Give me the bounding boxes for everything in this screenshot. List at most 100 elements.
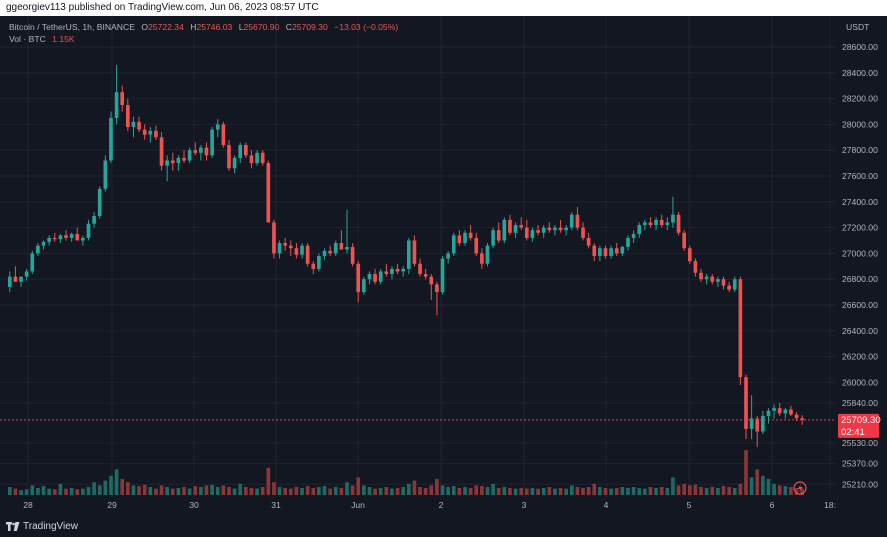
- volume-bar: [643, 488, 647, 495]
- volume-bar: [485, 487, 490, 495]
- candle-body: [564, 227, 568, 231]
- volume-bar: [131, 485, 136, 495]
- volume-bar: [676, 485, 681, 495]
- volume-bar: [547, 487, 552, 495]
- candle-body: [631, 234, 636, 238]
- candle-body: [266, 163, 271, 223]
- price-tick-label: 26600.00: [842, 300, 878, 310]
- volume-bar: [480, 486, 484, 495]
- volume-bar: [333, 487, 338, 495]
- volume-bar: [732, 487, 737, 495]
- volume-bar: [64, 488, 68, 495]
- candle-body: [429, 276, 434, 285]
- candle-body: [277, 243, 282, 254]
- candle-body: [508, 219, 512, 233]
- candle-body: [496, 230, 501, 241]
- volume-bar: [564, 488, 568, 495]
- candle-body: [41, 241, 46, 246]
- volume-bar: [52, 489, 57, 495]
- tradingview-logo-icon: [6, 522, 20, 531]
- volume-bar: [451, 486, 456, 495]
- volume-bar: [165, 487, 169, 495]
- time-tick-label: 6: [770, 500, 775, 510]
- volume-bar: [553, 488, 557, 495]
- candle-body: [384, 271, 389, 275]
- volume-bar: [502, 487, 507, 495]
- volume-bar: [311, 487, 316, 495]
- price-tick-label: 27600.00: [842, 171, 878, 181]
- legend-close: 25709.30: [292, 22, 328, 32]
- candle-body: [446, 253, 450, 259]
- candle-body: [249, 155, 254, 164]
- volume-bar: [322, 486, 327, 495]
- candle-body: [716, 279, 720, 282]
- time-axis[interactable]: 28 29 30 31 Jun 2 3 4 5 6 18:: [23, 500, 836, 510]
- volume-bar: [7, 487, 12, 495]
- candle-body: [328, 250, 332, 254]
- candle-body: [395, 268, 400, 272]
- volume-bar: [266, 467, 271, 495]
- price-tick-label: 28000.00: [842, 119, 878, 129]
- candle-body: [744, 377, 748, 429]
- volume-bar: [508, 487, 512, 495]
- candle-body: [86, 223, 91, 238]
- volume-bar: [586, 487, 591, 495]
- price-tick-label: 27400.00: [842, 197, 878, 207]
- volume-bar: [530, 487, 535, 495]
- candle-body: [390, 268, 394, 275]
- candle-body: [614, 248, 619, 254]
- volume-bar: [86, 487, 91, 495]
- alert-icon[interactable]: [793, 481, 807, 495]
- candle-body: [176, 157, 181, 164]
- candle-body: [159, 137, 164, 166]
- candle-body: [401, 268, 406, 272]
- price-tick-label: 26000.00: [842, 377, 878, 387]
- volume-bar: [109, 475, 113, 495]
- candle-body: [81, 237, 85, 241]
- price-tick-label: 28600.00: [842, 42, 878, 52]
- candle-body: [367, 274, 372, 280]
- volume-bar: [221, 485, 226, 495]
- volume-bar: [362, 485, 366, 495]
- candle-body: [553, 227, 557, 231]
- price-tick-label: 25210.00: [842, 479, 878, 489]
- volume-bar: [406, 483, 411, 495]
- candlesticks: [7, 65, 805, 447]
- volume-bar: [193, 486, 198, 495]
- candle-body: [215, 124, 220, 130]
- price-axis[interactable]: 28600.00 28400.00 28200.00 28000.00 27800.00…: [842, 42, 878, 489]
- candle-body: [64, 235, 68, 238]
- candle-body: [311, 263, 316, 269]
- volume-bar: [474, 485, 479, 495]
- candle-body: [227, 145, 231, 169]
- candle-body: [755, 418, 760, 432]
- price-tick-label: 26400.00: [842, 326, 878, 336]
- volume-bar: [609, 488, 613, 495]
- volume-bar: [614, 487, 619, 495]
- candle-body: [687, 248, 692, 262]
- svg-text:Vol · BTC 1.15K: Vol · BTC 1.15K: [9, 34, 75, 44]
- candle-body: [187, 150, 192, 161]
- candle-body: [766, 410, 771, 416]
- candle-body: [682, 232, 687, 249]
- candle-body: [592, 245, 597, 256]
- volume-bar: [170, 488, 175, 495]
- volume-bar: [154, 488, 158, 495]
- volume-bar: [659, 487, 664, 495]
- candle-body: [272, 222, 276, 254]
- candle-body: [305, 245, 310, 264]
- volume-bar: [558, 487, 563, 495]
- legend: Bitcoin / TetherUS, 1h, BINANCE O25722.3…: [9, 22, 398, 44]
- candle-body: [524, 227, 529, 238]
- volume-bar: [288, 488, 293, 495]
- volume-bar: [620, 487, 625, 495]
- legend-high: 25746.03: [196, 22, 232, 32]
- candle-body: [406, 240, 411, 269]
- volume-bar: [772, 483, 776, 495]
- legend-volume-label: Vol · BTC: [9, 34, 46, 44]
- volume-bar: [423, 487, 428, 495]
- candle-body: [440, 258, 445, 293]
- volume-bar: [800, 488, 805, 495]
- legend-open-label: O: [141, 22, 148, 32]
